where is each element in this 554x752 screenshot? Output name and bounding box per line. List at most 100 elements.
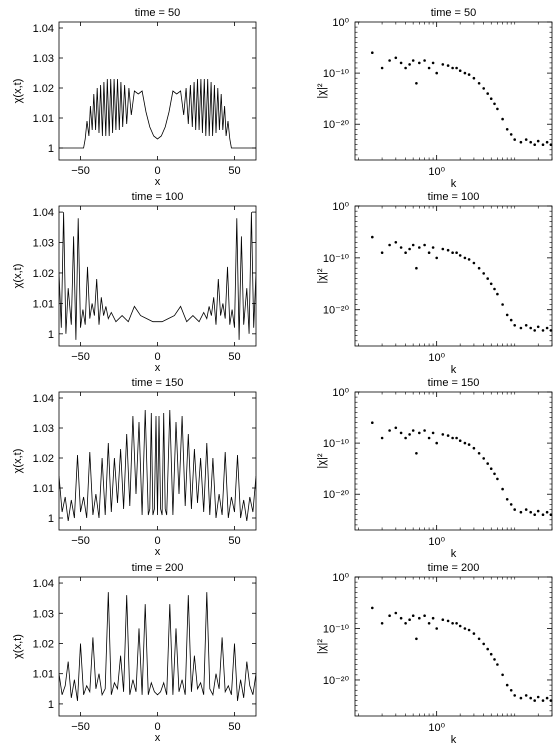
data-point (455, 622, 458, 625)
y-tick-label: 10⁻²⁰ (323, 489, 350, 501)
data-point (493, 102, 496, 106)
x-axis-label: k (451, 548, 457, 560)
data-point (404, 251, 407, 254)
data-point (519, 510, 523, 514)
y-tick-label: 10⁻¹⁰ (323, 438, 350, 450)
y-tick-label: 1.02 (33, 638, 54, 650)
data-point (467, 73, 471, 76)
x-tick-label: 0 (154, 721, 160, 733)
x-axis-label: x (155, 546, 161, 558)
data-point (513, 138, 516, 141)
data-point (477, 452, 481, 455)
data-point (431, 61, 435, 65)
x-tick-label: 50 (228, 721, 240, 733)
data-point (404, 66, 407, 70)
y-tick-label: 1 (48, 143, 54, 155)
data-point (513, 508, 516, 511)
y-axis-label: χ(x,t) (12, 449, 24, 474)
data-point (477, 637, 481, 641)
y-axis-label: |χ|² (316, 268, 328, 283)
data-point (493, 287, 496, 291)
data-point (418, 616, 421, 620)
x-tick-label: 10⁰ (428, 166, 445, 178)
data-point (423, 59, 426, 62)
data-point (509, 318, 513, 322)
data-point (423, 429, 426, 432)
data-point (524, 324, 528, 327)
data-point (431, 616, 435, 620)
data-point (446, 619, 450, 623)
data-point (380, 66, 384, 70)
plot-frame (354, 391, 553, 531)
y-tick-label: 1.03 (33, 608, 54, 620)
y-tick-label: 1 (48, 329, 54, 341)
data-point (509, 689, 513, 692)
chart-title: time = 50 (135, 7, 181, 19)
data-point (545, 510, 549, 514)
data-point (423, 614, 426, 617)
data-point (380, 622, 384, 625)
data-point (545, 140, 549, 144)
data-point (427, 436, 431, 440)
y-tick-label: 1.03 (33, 423, 54, 435)
data-point (505, 683, 509, 687)
data-point (536, 695, 540, 699)
data-point (545, 326, 549, 330)
data-point (415, 637, 418, 641)
data-point (441, 63, 445, 66)
data-point (493, 472, 496, 476)
data-point (533, 699, 536, 702)
data-point (408, 618, 411, 621)
data-point (496, 292, 499, 296)
data-point (394, 241, 398, 244)
data-point (482, 87, 486, 90)
data-point (399, 246, 403, 249)
y-tick-label: 1.04 (33, 207, 54, 219)
y-tick-label: 1.04 (33, 578, 54, 590)
y-tick-label: 1.03 (33, 238, 54, 250)
data-point (501, 303, 504, 306)
data-point (505, 128, 509, 131)
data-point (371, 51, 374, 54)
x-axis-label: k (451, 364, 457, 376)
data-point (446, 434, 450, 437)
chart-title: time = 150 (132, 377, 184, 389)
series-line (59, 212, 256, 340)
data-point (435, 256, 439, 260)
data-point (545, 696, 549, 700)
data-point (482, 457, 486, 460)
x-tick-label: 50 (228, 351, 240, 363)
data-point (529, 326, 532, 330)
data-point (486, 92, 490, 95)
y-tick-label: 10⁻¹⁰ (323, 623, 350, 635)
data-point (408, 433, 411, 436)
data-point (463, 627, 467, 630)
data-point (505, 498, 509, 501)
data-point (486, 277, 490, 280)
x-tick-label: 10⁰ (428, 722, 445, 734)
data-point (441, 618, 445, 621)
x-tick-label: −50 (71, 351, 90, 363)
data-point (451, 251, 454, 254)
data-point (455, 251, 458, 254)
data-point (509, 133, 513, 136)
data-point (411, 243, 415, 247)
data-point (524, 508, 528, 511)
data-point (489, 467, 493, 471)
y-axis-label: |χ|² (316, 453, 328, 468)
data-point (489, 652, 493, 656)
data-point (441, 433, 445, 436)
data-point (427, 622, 431, 625)
y-axis-label: χ(x,t) (12, 264, 24, 289)
data-point (451, 436, 454, 440)
data-point (458, 439, 462, 443)
x-axis-label: x (155, 362, 161, 374)
series-line (59, 592, 256, 701)
data-point (541, 143, 545, 146)
y-tick-label: 10⁰ (332, 572, 349, 584)
data-point (533, 143, 536, 146)
x-axis-label: x (155, 732, 161, 744)
data-point (472, 446, 476, 450)
data-point (463, 71, 467, 75)
data-point (467, 628, 471, 632)
